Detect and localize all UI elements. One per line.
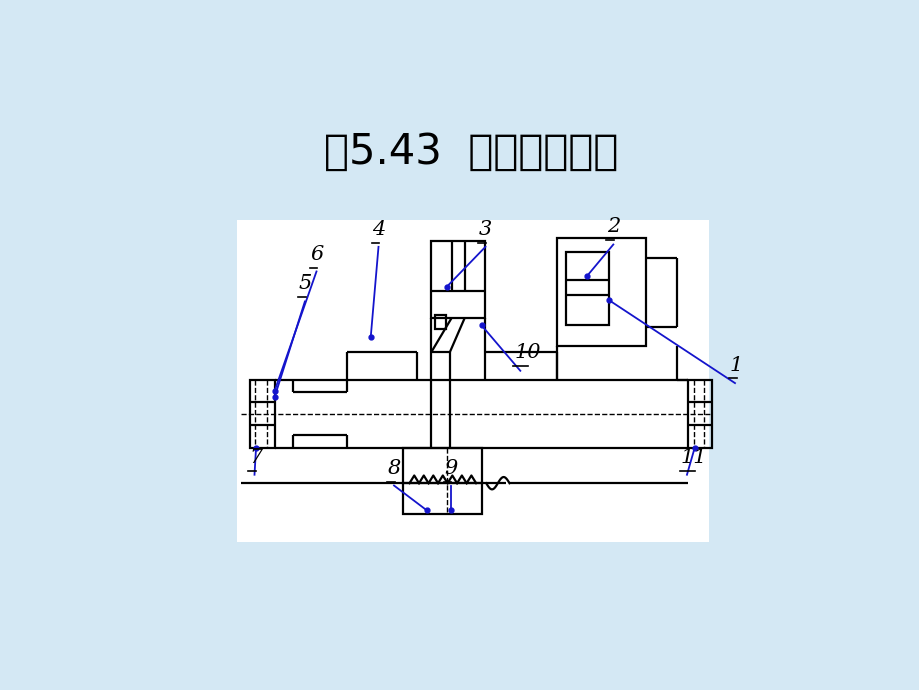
Text: 3: 3	[479, 220, 492, 239]
Text: 10: 10	[514, 344, 540, 362]
Text: 1: 1	[729, 355, 742, 375]
Text: 7: 7	[249, 448, 262, 467]
Bar	[435, 315, 446, 329]
Text: 图5.43  装配示意图图: 图5.43 装配示意图图	[324, 131, 618, 173]
Bar	[237, 220, 708, 542]
Text: 4: 4	[372, 220, 385, 239]
Bar	[403, 448, 482, 483]
Text: 11: 11	[680, 448, 707, 467]
Bar	[250, 380, 275, 448]
Bar	[565, 253, 608, 326]
Text: 9: 9	[444, 459, 457, 477]
Text: 5: 5	[299, 274, 312, 293]
Bar	[687, 380, 711, 448]
Text: 2: 2	[607, 217, 619, 236]
Bar	[431, 241, 485, 317]
Bar	[556, 238, 645, 346]
Text: 8: 8	[388, 459, 401, 477]
Text: 6: 6	[310, 245, 323, 264]
Bar	[403, 483, 482, 514]
